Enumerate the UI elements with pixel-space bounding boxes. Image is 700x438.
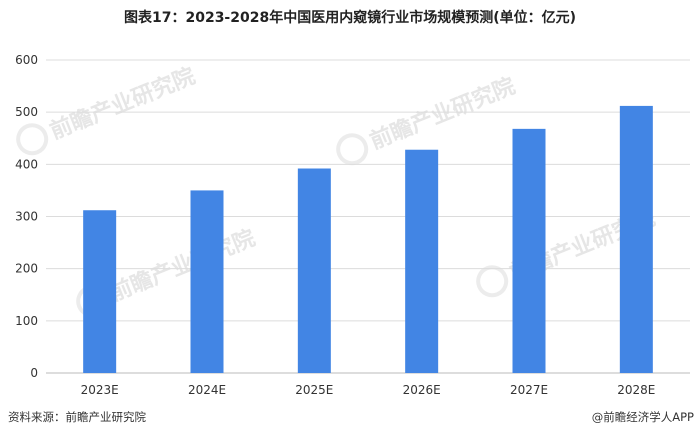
source-note: 资料来源：前瞻产业研究院 bbox=[8, 410, 146, 424]
bar-2026E bbox=[405, 149, 439, 373]
x-tick-label: 2028E bbox=[617, 383, 655, 397]
x-tick-label: 2026E bbox=[403, 383, 441, 397]
y-tick-label: 400 bbox=[15, 157, 38, 171]
bar-2028E bbox=[619, 105, 653, 373]
y-tick-label: 100 bbox=[15, 314, 38, 328]
bar-2024E bbox=[190, 190, 224, 373]
svg-text:前瞻产业研究院: 前瞻产业研究院 bbox=[106, 225, 259, 307]
grid-layer bbox=[46, 59, 690, 374]
bar-2023E bbox=[83, 210, 117, 373]
svg-text:前瞻产业研究院: 前瞻产业研究院 bbox=[46, 63, 199, 145]
watermark-logo: 前瞻产业研究院 bbox=[16, 63, 199, 156]
y-tick-label: 0 bbox=[30, 366, 38, 380]
svg-text:前瞻产业研究院: 前瞻产业研究院 bbox=[366, 73, 519, 155]
x-tick-label: 2024E bbox=[188, 383, 226, 397]
y-tick-label: 300 bbox=[15, 210, 38, 224]
chart-title: 图表17：2023-2028年中国医用内窥镜行业市场规模预测(单位：亿元) bbox=[124, 9, 576, 26]
y-tick-label: 200 bbox=[15, 262, 38, 276]
y-tick-label: 500 bbox=[15, 105, 38, 119]
y-tick-label: 600 bbox=[15, 53, 38, 67]
x-tick-label: 2025E bbox=[295, 383, 333, 397]
bar-series bbox=[83, 105, 653, 373]
x-axis: 2023E 2024E 2025E 2026E 2027E 2028E bbox=[81, 383, 656, 397]
y-axis: 0 100 200 300 400 500 600 bbox=[15, 53, 38, 380]
x-tick-label: 2027E bbox=[510, 383, 548, 397]
brand-credit: @前瞻经济学人APP bbox=[592, 410, 694, 424]
x-tick-label: 2023E bbox=[81, 383, 119, 397]
bar-2027E bbox=[512, 128, 546, 373]
bar-2025E bbox=[297, 168, 331, 373]
